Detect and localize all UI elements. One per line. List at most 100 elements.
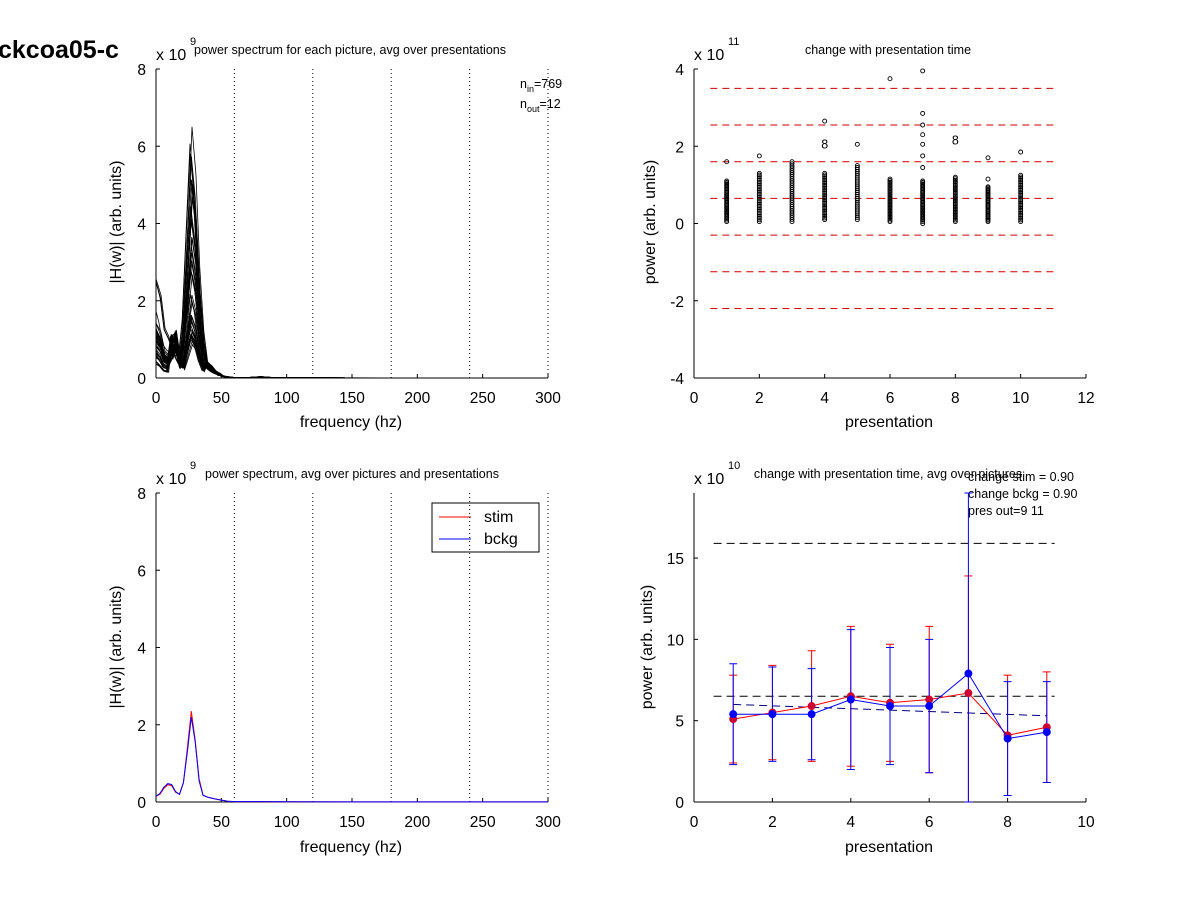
legend-label-bckg: bckg xyxy=(484,531,518,548)
series-line-stim xyxy=(155,711,548,803)
svg-text:x 10: x 10 xyxy=(694,471,724,488)
data-point xyxy=(822,195,828,201)
x-tick-label: 200 xyxy=(404,390,430,407)
data-point xyxy=(952,203,958,209)
data-point xyxy=(822,202,828,208)
data-point xyxy=(756,194,762,200)
data-point xyxy=(1018,199,1024,205)
mean-marker-stim xyxy=(925,695,934,704)
data-point xyxy=(756,213,762,219)
x-tick-label: 300 xyxy=(535,390,561,407)
y-tick-label: 5 xyxy=(675,714,684,731)
data-point xyxy=(1018,210,1024,216)
picture-spectrum-line xyxy=(155,260,548,379)
data-point xyxy=(822,189,828,194)
data-point xyxy=(756,210,762,216)
data-point xyxy=(822,172,828,178)
data-point xyxy=(756,193,762,199)
y-exponent: x 10 9 xyxy=(156,460,196,488)
x-tick-label: 100 xyxy=(274,814,300,831)
data-point xyxy=(887,214,893,220)
y-axis-label: |H(w)| (arb. units) xyxy=(108,161,125,284)
svg-text:nin=769: nin=769 xyxy=(520,77,562,94)
picture-spectrum-line xyxy=(155,156,548,379)
mean-marker-bckg xyxy=(768,710,777,719)
data-point xyxy=(822,213,828,219)
picture-spectrum-line xyxy=(155,179,548,379)
n-out-value: 12 xyxy=(547,97,561,111)
y-tick-label: 0 xyxy=(675,795,684,812)
data-point xyxy=(756,170,762,176)
x-tick-label: 8 xyxy=(951,390,960,407)
data-point xyxy=(952,188,958,194)
data-point xyxy=(887,181,893,187)
data-point xyxy=(887,187,893,193)
outlier-point xyxy=(920,122,926,128)
data-point xyxy=(789,161,795,167)
picture-spectrum-line xyxy=(155,299,548,379)
legend-box xyxy=(431,502,540,553)
data-point xyxy=(822,185,828,191)
picture-spectrum-line xyxy=(155,281,548,379)
data-point xyxy=(887,178,893,184)
data-point xyxy=(952,176,958,182)
data-point xyxy=(1018,202,1024,208)
x-tick-label: 6 xyxy=(886,390,895,407)
data-point xyxy=(822,200,828,206)
annotation-pres-out: pres out=9 11 xyxy=(968,504,1044,518)
x-tick-label: 250 xyxy=(470,814,496,831)
data-point xyxy=(1018,217,1024,223)
data-point xyxy=(1018,197,1024,203)
picture-spectrum-line xyxy=(155,274,548,379)
data-point xyxy=(756,205,762,211)
x-tick-label: 250 xyxy=(470,390,496,407)
panel-title: change with presentation time xyxy=(805,43,971,57)
picture-spectrum-line xyxy=(155,293,548,379)
picture-spectrum-line xyxy=(155,246,548,379)
x-axis-label: presentation xyxy=(845,414,933,431)
data-point xyxy=(887,188,893,194)
mean-marker-stim xyxy=(964,689,973,698)
data-point xyxy=(952,209,958,215)
picture-spectrum-line xyxy=(155,153,548,379)
outlier-point xyxy=(920,221,926,226)
data-point xyxy=(952,184,958,190)
x-tick-label: 10 xyxy=(1012,390,1030,407)
data-point xyxy=(822,184,828,189)
mean-marker-bckg xyxy=(846,695,855,704)
x-tick-label: 50 xyxy=(213,814,231,831)
mean-marker-bckg xyxy=(925,702,934,711)
data-point xyxy=(822,217,828,223)
y-tick-label: 0 xyxy=(137,371,146,388)
data-point xyxy=(756,177,762,183)
data-point xyxy=(952,181,958,186)
mean-marker-bckg xyxy=(807,710,816,719)
x-tick-label: 0 xyxy=(690,814,699,831)
outlier-point xyxy=(756,153,762,159)
data-point xyxy=(756,219,762,225)
data-point xyxy=(756,191,762,197)
data-point xyxy=(887,182,893,188)
picture-spectrum-line xyxy=(155,218,548,379)
data-point xyxy=(1018,174,1024,180)
data-point xyxy=(1018,205,1024,211)
x-tick-label: 200 xyxy=(404,814,430,831)
data-point xyxy=(952,182,958,188)
y-axis-label: power (arb. units) xyxy=(642,160,659,285)
data-point xyxy=(822,192,828,198)
x-tick-label: 12 xyxy=(1077,390,1094,407)
data-point xyxy=(756,182,762,188)
data-point xyxy=(756,196,762,202)
picture-spectrum-line xyxy=(155,220,548,379)
annotation-change-stim: change stim = 0.90 xyxy=(968,470,1074,484)
data-point xyxy=(822,190,828,196)
data-point xyxy=(1018,186,1024,191)
panel-title: power spectrum for each picture, avg ove… xyxy=(194,43,506,57)
x-tick-label: 50 xyxy=(213,390,231,407)
data-point xyxy=(1018,179,1024,185)
data-point xyxy=(822,187,828,193)
data-point xyxy=(952,193,958,199)
data-point xyxy=(952,195,958,201)
data-point xyxy=(952,217,958,223)
data-point xyxy=(920,178,926,184)
